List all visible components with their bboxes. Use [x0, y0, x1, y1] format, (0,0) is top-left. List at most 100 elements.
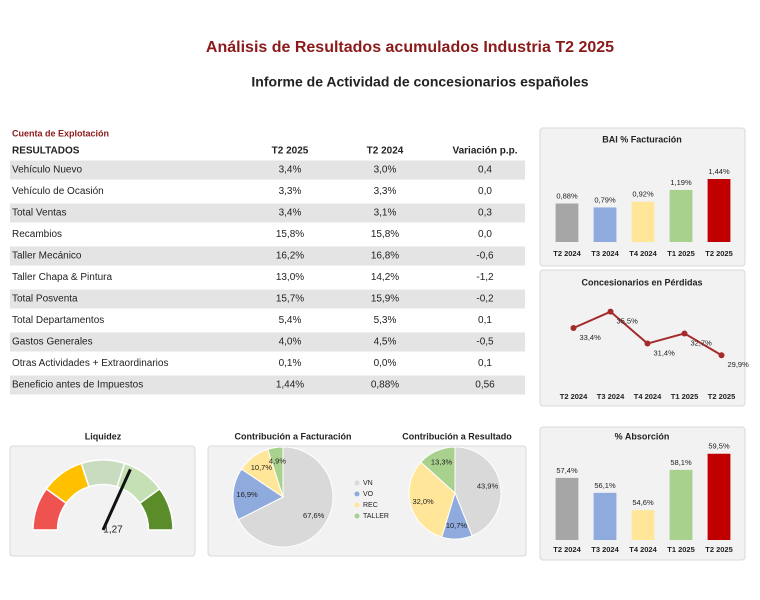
x-tick-label: T2 2024	[553, 249, 581, 258]
pie-slice	[232, 468, 284, 521]
table-cell: -1,2	[476, 272, 494, 283]
row-shade	[10, 160, 525, 180]
table-cell: Taller Chapa & Pintura	[12, 272, 112, 283]
table-cell: 3,0%	[374, 165, 397, 176]
table-cell: 0,56	[475, 380, 495, 391]
chart-title: Liquidez	[85, 431, 122, 441]
table-cell: 5,3%	[374, 315, 397, 326]
value-label: 31,4%	[654, 349, 676, 358]
bar	[593, 492, 617, 540]
table-cell: -0,5	[476, 337, 494, 348]
pie-slice	[267, 446, 284, 498]
pie-slice	[237, 446, 334, 548]
row-shade	[10, 246, 525, 266]
x-tick-label: T2 2024	[560, 392, 588, 401]
bar	[631, 510, 655, 540]
panel	[539, 127, 746, 267]
x-tick-label: T2 2025	[705, 249, 733, 258]
bar	[555, 477, 579, 540]
value-label: 57,4%	[556, 466, 578, 475]
table-cell: 0,88%	[371, 380, 399, 391]
bar	[631, 201, 655, 242]
bar	[555, 203, 579, 242]
table-cell: 16,8%	[371, 251, 399, 262]
gauge-band	[138, 487, 174, 531]
x-tick-label: T1 2025	[667, 545, 695, 554]
table-cell: 4,0%	[279, 337, 302, 348]
table-cell: Total Posventa	[12, 294, 78, 305]
chart-title: Contribución a Facturación	[234, 431, 351, 441]
table-cell: 4,5%	[374, 337, 397, 348]
column-header: RESULTADOS	[12, 146, 80, 157]
pie-slice	[454, 446, 502, 537]
legend-label: VN	[363, 480, 373, 487]
x-tick-label: T1 2025	[671, 392, 699, 401]
legend-marker	[354, 480, 360, 486]
table-cell: 3,1%	[374, 208, 397, 219]
row-shade	[10, 203, 525, 223]
pie-slice	[408, 461, 456, 538]
value-label: 0,92%	[632, 190, 654, 199]
table-cell: 3,4%	[279, 165, 302, 176]
value-label: 33,4%	[580, 333, 602, 342]
table-cell: Total Departamentos	[12, 315, 104, 326]
x-tick-label: T3 2024	[591, 249, 619, 258]
point	[718, 352, 725, 359]
x-tick-label: T4 2024	[629, 545, 657, 554]
value-label: 67,6%	[303, 511, 325, 520]
table-cell: 0,0	[478, 186, 492, 197]
table-caption: Cuenta de Explotación	[12, 128, 109, 138]
value-label: 35,5%	[617, 317, 639, 326]
value-label: 1,19%	[670, 178, 692, 187]
table-cell: 15,9%	[371, 294, 399, 305]
value-label: 1,27	[103, 525, 123, 536]
table-cell: Beneficio antes de Impuestos	[12, 380, 143, 391]
table-cell: 0,0	[478, 229, 492, 240]
value-label: 1,44%	[708, 167, 730, 176]
value-label: 4,9%	[269, 456, 286, 465]
point	[681, 330, 688, 337]
value-label: 13,3%	[431, 458, 453, 467]
value-label: 0,88%	[556, 191, 578, 200]
x-tick-label: T2 2025	[708, 392, 736, 401]
value-label: 16,9%	[236, 490, 258, 499]
value-label: 54,6%	[632, 498, 654, 507]
value-label: 32,0%	[412, 497, 434, 506]
legend-label: VO	[363, 491, 374, 498]
table-cell: 15,7%	[276, 294, 304, 305]
row-shade	[10, 375, 525, 395]
table-cell: Taller Mecánico	[12, 251, 82, 262]
table-cell: 0,1	[478, 315, 492, 326]
x-tick-label: T1 2025	[667, 249, 695, 258]
point	[644, 340, 651, 347]
x-tick-label: T2 2024	[553, 545, 581, 554]
value-label: 10,7%	[446, 521, 468, 530]
bar	[669, 189, 693, 242]
point	[607, 308, 614, 315]
value-label: 29,9%	[728, 360, 750, 369]
x-tick-label: T4 2024	[629, 249, 657, 258]
table-cell: 15,8%	[276, 229, 304, 240]
bar	[707, 179, 731, 242]
table-cell: 5,4%	[279, 315, 302, 326]
pie-slice	[420, 446, 456, 495]
table-cell: Recambios	[12, 229, 62, 240]
x-tick-label: T3 2024	[591, 545, 619, 554]
table-cell: 1,44%	[276, 380, 304, 391]
x-tick-label: T3 2024	[597, 392, 625, 401]
point	[570, 325, 577, 331]
legend-label: REC	[363, 502, 378, 509]
table-cell: Vehículo Nuevo	[12, 165, 82, 176]
table-cell: 0,1	[478, 358, 492, 369]
table-cell: 3,3%	[279, 186, 302, 197]
table-cell: -0,2	[476, 294, 494, 305]
table-cell: 15,8%	[371, 229, 399, 240]
chart-title: % Absorción	[615, 431, 670, 441]
value-label: 0,79%	[594, 195, 616, 204]
table-cell: Otras Actividades + Extraordinarios	[12, 358, 168, 369]
table-cell: 16,2%	[276, 251, 304, 262]
legend-marker	[354, 491, 360, 497]
column-header: T2 2025	[272, 146, 309, 157]
table-cell: 0,1%	[279, 358, 302, 369]
title: Análisis de Resultados acumulados Indust…	[206, 39, 614, 56]
